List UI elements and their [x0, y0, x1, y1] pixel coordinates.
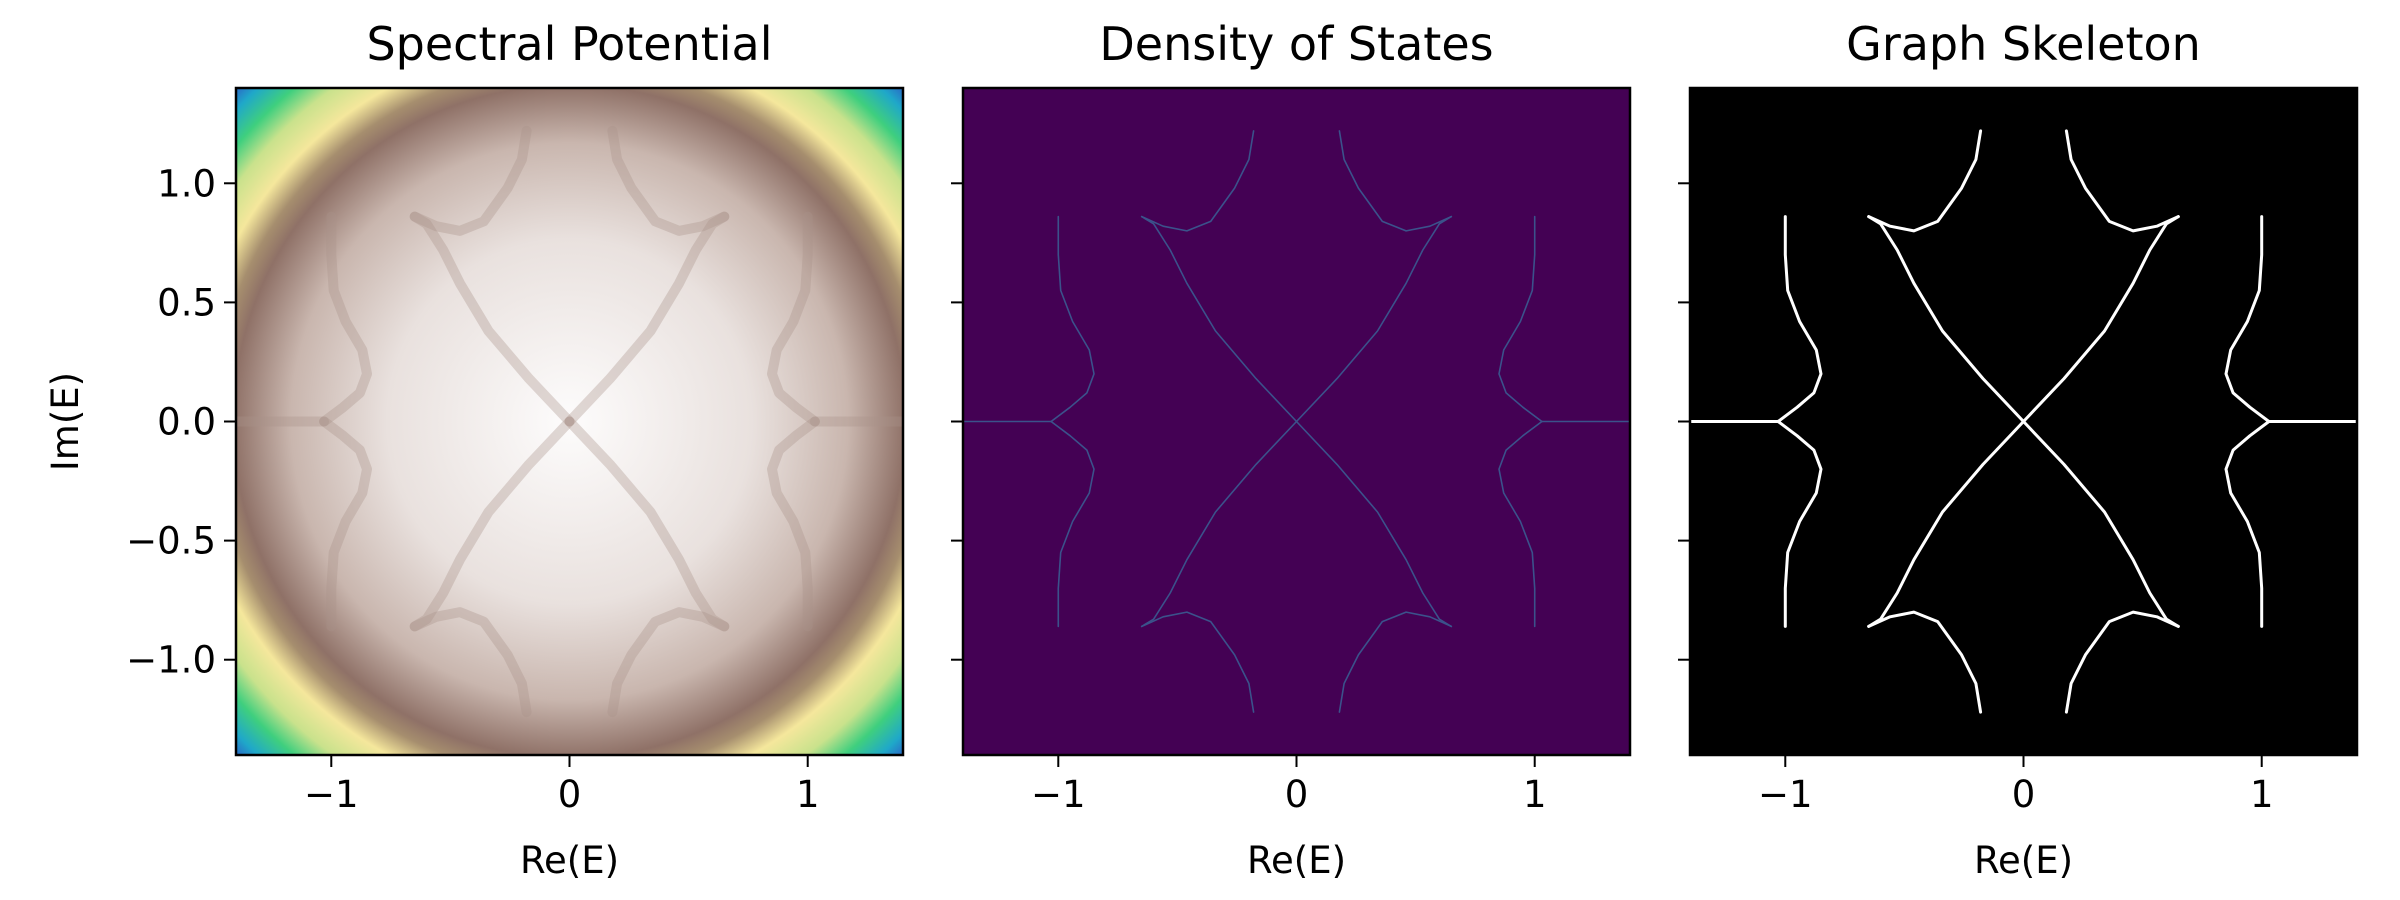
skeleton-branch [2224, 215, 2271, 423]
potential-valley [607, 607, 730, 718]
skeleton-branch [2224, 420, 2271, 628]
x-axis-label: Re(E) [1974, 839, 2073, 882]
panel-spectral-potential: Spectral Potential −1 0 1 1.0 0.5 0.0 −0.5 −1.… [44, 17, 905, 882]
x-tick-label: 0 [1285, 773, 1309, 816]
potential-valley [564, 211, 730, 427]
potential-valley [409, 416, 575, 632]
skeleton-branch [1498, 420, 1543, 628]
skeleton-branch [1140, 215, 1298, 423]
potential-valley [564, 416, 730, 632]
panel-title: Density of States [1099, 17, 1493, 71]
skeleton-branch [1050, 420, 1095, 628]
y-axis-ticks [1678, 182, 1690, 661]
x-tick-label: −1 [1031, 773, 1086, 816]
x-axis-ticks: −1 0 1 [304, 755, 819, 816]
skeleton-branch [2064, 129, 2180, 233]
skeleton-branch [1295, 420, 1453, 628]
x-tick-label: 1 [796, 773, 820, 816]
x-tick-label: 0 [558, 773, 582, 816]
x-tick-label: −1 [304, 773, 359, 816]
y-tick-label: −0.5 [126, 520, 216, 563]
panel-graph-skeleton: Graph Skeleton −1 0 1 Re(E) [1678, 17, 2359, 882]
skeleton-branch [1867, 215, 2025, 423]
panel-density-of-states: Density of States −1 0 1 Re(E) [951, 17, 1632, 882]
y-tick-label: 0.5 [157, 281, 216, 324]
skeleton-branch [1498, 215, 1543, 423]
y-axis-ticks: 1.0 0.5 0.0 −0.5 −1.0 [126, 162, 236, 682]
skeleton-branch [1140, 420, 1298, 628]
heatmap-area [963, 88, 1630, 755]
skeleton-branch [1338, 611, 1453, 713]
skeleton-branch [1776, 215, 1823, 423]
potential-valley [319, 211, 372, 427]
heatmap-area [236, 88, 903, 755]
skeleton-branch [1140, 130, 1255, 232]
x-axis-label: Re(E) [520, 839, 619, 882]
skeleton-branch [1295, 215, 1453, 423]
skeleton-branch [1776, 420, 1823, 628]
potential-valley [409, 607, 532, 718]
y-tick-label: −1.0 [126, 639, 216, 682]
y-axis-label: Im(E) [44, 372, 87, 471]
skeleton-branch [1338, 130, 1453, 232]
y-axis-ticks [951, 182, 963, 661]
panel-title: Spectral Potential [366, 17, 772, 71]
panel-title: Graph Skeleton [1846, 17, 2201, 71]
x-axis-ticks: −1 0 1 [1758, 755, 2273, 816]
skeleton-branch [1867, 420, 2025, 628]
skeleton-branch [1140, 611, 1255, 713]
skeleton-branch [1867, 129, 1983, 233]
potential-valley [319, 416, 372, 632]
skeleton-branch [2022, 215, 2180, 423]
potential-heatmap [236, 88, 903, 755]
skeleton-branch [1050, 215, 1095, 423]
skeleton-branch [2022, 420, 2180, 628]
potential-valley [409, 211, 575, 427]
heatmap-area [1690, 88, 2357, 755]
potential-valley [767, 416, 820, 632]
x-axis-ticks: −1 0 1 [1031, 755, 1546, 816]
density-curves [963, 130, 1630, 713]
potential-valley [767, 211, 820, 427]
skeleton-curves [1690, 129, 2357, 714]
x-tick-label: 1 [2250, 773, 2274, 816]
potential-valley [409, 125, 532, 236]
y-tick-label: 0.0 [157, 401, 216, 444]
y-tick-label: 1.0 [157, 162, 216, 205]
potential-ridges [236, 125, 903, 718]
x-axis-label: Re(E) [1247, 839, 1346, 882]
x-tick-label: 0 [2012, 773, 2036, 816]
x-tick-label: 1 [1523, 773, 1547, 816]
skeleton-branch [1867, 610, 1983, 714]
skeleton-branch [2064, 610, 2180, 714]
potential-valley [607, 125, 730, 236]
x-tick-label: −1 [1758, 773, 1813, 816]
